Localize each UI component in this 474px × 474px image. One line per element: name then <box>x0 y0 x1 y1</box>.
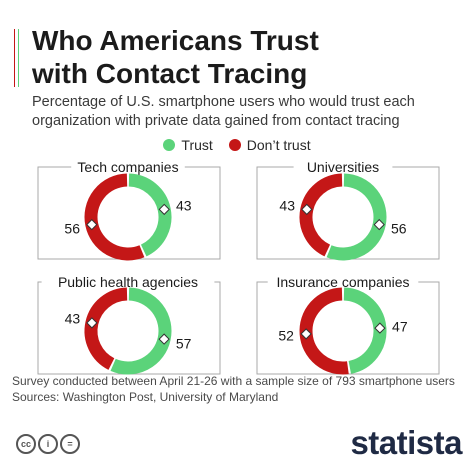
chart-title-bg-tech-companies <box>71 158 185 176</box>
title-line-2: with Contact Tracing <box>32 58 308 89</box>
marker-trust-universities <box>373 218 385 231</box>
slice-dont-trust-tech-companies <box>84 173 145 261</box>
sources-note: Sources: Washington Post, University of … <box>12 390 279 404</box>
info-icon[interactable]: i <box>38 434 58 454</box>
chart-title-bg-universities <box>293 158 393 176</box>
legend-item-dont-trust: Don’t trust <box>228 137 311 153</box>
slice-trust-universities <box>326 173 387 261</box>
accent-green-stripe <box>18 29 19 87</box>
slice-trust-public-health-agencies <box>110 287 172 375</box>
marker-trust-insurance-companies <box>374 322 386 334</box>
data-label-dont-trust-universities: 43 <box>279 197 295 213</box>
legend-label-dont-trust: Don’t trust <box>246 137 311 153</box>
data-label-dont-trust-insurance-companies: 52 <box>278 328 294 344</box>
legend: Trust Don’t trust <box>0 137 474 153</box>
data-label-dont-trust-tech-companies: 56 <box>64 221 80 237</box>
data-label-trust-tech-companies: 43 <box>176 197 192 213</box>
legend-swatch-dont-trust <box>228 139 241 151</box>
marker-dont-trust-universities <box>301 203 313 216</box>
title-line-1: Who Americans Trust <box>32 25 319 56</box>
slice-trust-tech-companies <box>128 173 172 257</box>
chart-title-bg-public-health-agencies <box>41 273 215 291</box>
statista-logo[interactable]: statista <box>350 424 462 461</box>
data-label-trust-insurance-companies: 47 <box>392 318 408 334</box>
marker-dont-trust-public-health-agencies <box>86 317 98 329</box>
slice-dont-trust-universities <box>299 173 343 257</box>
marker-trust-public-health-agencies <box>158 333 170 345</box>
slice-trust-insurance-companies <box>343 287 387 374</box>
slice-dont-trust-insurance-companies <box>299 287 349 375</box>
subtitle-line-1: Percentage of U.S. smartphone users who … <box>32 94 415 110</box>
accent-red-stripe <box>14 29 15 87</box>
footer-notes: Survey conducted between April 21-26 wit… <box>12 373 472 405</box>
survey-note: Survey conducted between April 21-26 wit… <box>12 374 455 388</box>
legend-label-trust: Trust <box>181 137 213 153</box>
data-label-dont-trust-public-health-agencies: 43 <box>65 311 81 327</box>
subtitle: Percentage of U.S. smartphone users who … <box>32 93 472 131</box>
marker-dont-trust-insurance-companies <box>300 328 312 340</box>
chart-title-insurance-companies: Insurance companies <box>276 274 409 290</box>
title-accent-bar <box>14 29 19 87</box>
chart-title-universities: Universities <box>307 159 379 175</box>
chart-title-public-health-agencies: Public health agencies <box>58 274 198 290</box>
marker-dont-trust-tech-companies <box>86 218 98 231</box>
chart-title-bg-insurance-companies <box>267 273 419 291</box>
page-title: Who Americans Trust with Contact Tracing <box>32 24 462 90</box>
equals-icon[interactable]: = <box>60 434 80 454</box>
slice-dont-trust-public-health-agencies <box>84 287 128 370</box>
legend-swatch-trust <box>163 139 176 151</box>
legend-item-trust: Trust <box>163 137 213 153</box>
subtitle-line-2: organization with private data gained fr… <box>32 113 400 129</box>
marker-trust-tech-companies <box>158 203 170 216</box>
cc-icon[interactable]: cc <box>16 434 36 454</box>
license-icons: cc i = <box>16 434 80 454</box>
chart-title-tech-companies: Tech companies <box>77 159 178 175</box>
data-label-trust-public-health-agencies: 57 <box>176 335 192 351</box>
data-label-trust-universities: 56 <box>391 221 407 237</box>
